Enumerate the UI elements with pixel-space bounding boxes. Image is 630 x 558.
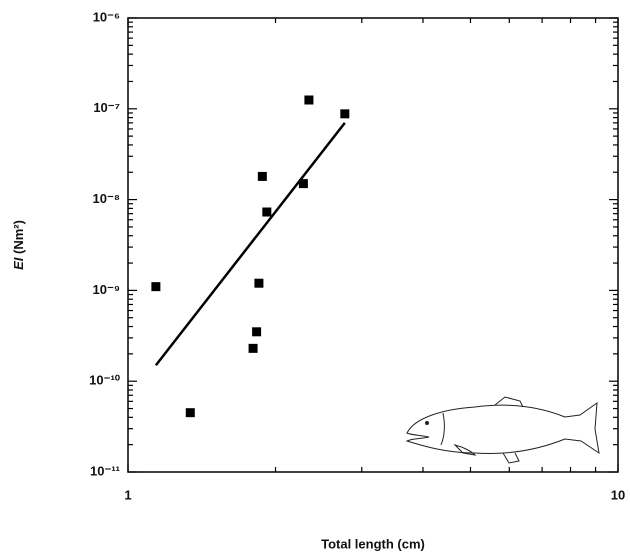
fit-line [154,122,346,366]
y-tick-label: 10⁻⁸ [93,191,120,206]
fish-eye [425,421,429,425]
y-axis-title: EI (Nm²) [11,220,26,270]
point [254,278,264,288]
plot-frame [127,17,619,473]
point [262,207,272,217]
point [257,171,267,181]
y-tick-label: 10⁻¹¹ [90,463,120,478]
x-axis-title: Total length (cm) [321,536,425,551]
y-tick-label: 10⁻¹⁰ [89,373,121,388]
y-tick-label: 10⁻⁶ [93,9,120,24]
point [252,327,262,337]
point [298,179,308,189]
point [185,408,195,418]
point [304,95,314,105]
y-axis-unit: (Nm²) [11,220,26,254]
point [151,282,161,292]
y-axis-symbol: EI [11,257,26,270]
point [340,109,350,119]
y-tick-label: 10⁻⁷ [93,100,120,115]
y-tick-label: 10⁻⁹ [93,282,121,297]
x-tick-label: 10 [611,487,625,502]
x-tick-label: 1 [124,487,131,502]
fish-illustration [405,396,600,464]
point [248,343,258,353]
